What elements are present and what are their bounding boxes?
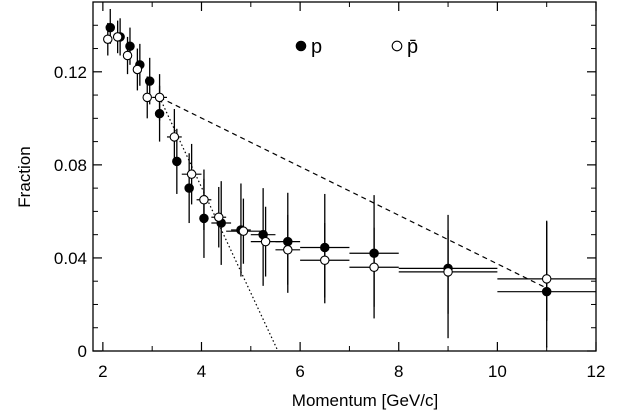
x-tick-label: 10 [488, 362, 507, 381]
legend-marker-p [295, 40, 307, 52]
data-point-pbar [238, 226, 249, 236]
dashed-reference-line [159, 96, 547, 289]
y-axis-label: Fraction [15, 146, 34, 207]
data-point-pbar [369, 262, 379, 272]
dotted-reference-line [159, 97, 279, 352]
reference-lines [159, 96, 547, 352]
legend-marker-pbar [391, 40, 403, 52]
data-point-pbar [186, 169, 197, 179]
legend-label-p: p [311, 36, 322, 58]
data-point-pbar [320, 255, 330, 266]
data-point-pbar [122, 50, 133, 61]
data-point-pbar [443, 267, 453, 277]
legend-label-pbar: p̄ [407, 36, 418, 58]
x-tick-label: 12 [587, 362, 606, 381]
data-point-pbar [283, 245, 293, 255]
y-tick-label: 0 [78, 342, 87, 361]
series-layer [103, 8, 596, 348]
y-tick-label: 0.08 [54, 156, 87, 175]
data-point-pbar [103, 34, 113, 44]
data-point-pbar [199, 195, 209, 205]
data-point-pbar [260, 236, 271, 247]
y-tick-label: 0.12 [54, 63, 87, 82]
data-point-pbar [154, 92, 165, 103]
data-point-pbar [169, 132, 180, 142]
x-axis-label: Momentum [GeV/c] [292, 391, 438, 410]
data-point-pbar [142, 92, 152, 103]
data-point-pbar [541, 274, 552, 284]
data-point-pbar [112, 32, 123, 42]
axis-ticks: 2 4 6 8 10 12 0 0.04 0.08 0.12 [54, 2, 606, 381]
series-p [105, 8, 596, 348]
plot-frame [92, 1, 597, 352]
x-tick-label: 6 [295, 362, 304, 381]
x-tick-label: 4 [197, 362, 206, 381]
x-tick-label: 2 [98, 362, 107, 381]
legend: p p̄ [295, 36, 418, 58]
series-pbar [103, 20, 596, 321]
y-tick-label: 0.04 [54, 249, 87, 268]
data-point-pbar [132, 64, 143, 75]
x-tick-label: 8 [394, 362, 403, 381]
data-point-pbar [214, 212, 224, 222]
